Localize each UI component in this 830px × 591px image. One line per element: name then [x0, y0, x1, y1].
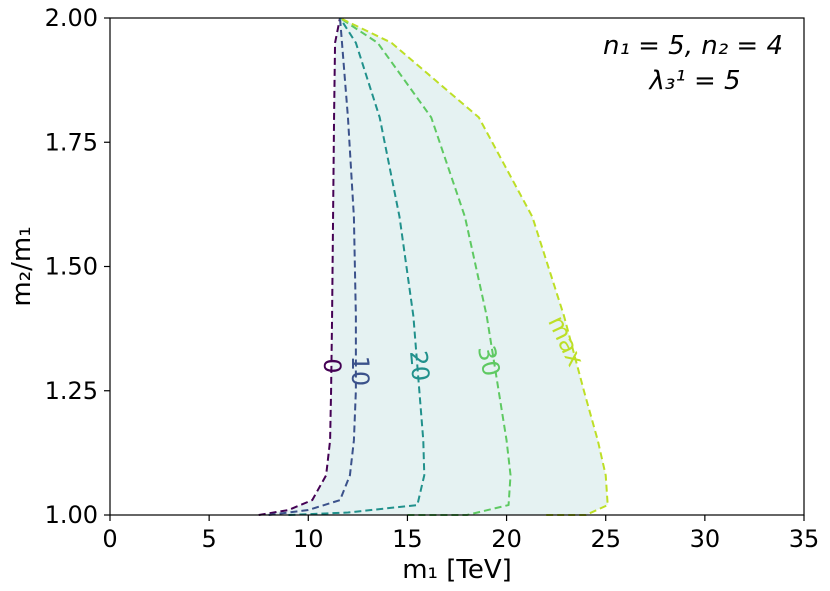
contour-label-group-10: 10: [346, 356, 374, 387]
y-axis-ticks: 1.00 1.25 1.50 1.75 2.00: [45, 4, 110, 529]
contour-line-30: [339, 17, 512, 516]
parameter-annotation-n: n₁ = 5, n₂ = 4: [603, 31, 783, 61]
contour-label-0: 0: [318, 358, 346, 373]
y-tick-label: 1.75: [45, 128, 98, 156]
x-tick-label: 15: [392, 525, 423, 553]
contour-line-max: [339, 17, 609, 516]
contour-label-10: 10: [346, 356, 374, 387]
y-axis-label: m₂/m₁: [7, 226, 37, 306]
parameter-annotation-lambda: λ₃¹ = 5: [647, 66, 740, 96]
contour-label-20: 20: [404, 349, 435, 382]
contour-line-0: [258, 17, 341, 516]
y-tick-label: 1.25: [45, 377, 98, 405]
x-tick-label: 5: [202, 525, 217, 553]
y-tick-label: 1.50: [45, 253, 98, 281]
contour-label-30: 30: [472, 343, 506, 379]
y-tick-label: 2.00: [45, 4, 98, 32]
x-tick-label: 0: [102, 525, 117, 553]
contour-label-group-0: 0: [318, 358, 346, 373]
x-tick-label: 35: [789, 525, 820, 553]
x-tick-label: 10: [293, 525, 324, 553]
x-tick-label: 25: [590, 525, 621, 553]
contour-label-group-20: 20: [404, 349, 435, 382]
y-tick-label: 1.00: [45, 501, 98, 529]
x-tick-label: 30: [690, 525, 721, 553]
contour-lines: [258, 17, 609, 516]
contour-label-group-30: 30: [472, 343, 506, 379]
allowed-region: [258, 18, 608, 515]
x-axis-label: m₁ [TeV]: [402, 555, 512, 585]
x-tick-label: 20: [491, 525, 522, 553]
allowed-region-fill: [258, 18, 608, 515]
x-axis-ticks: 0 5 10 15 20 25 30 35: [102, 515, 819, 553]
contour-line-20: [288, 17, 426, 516]
